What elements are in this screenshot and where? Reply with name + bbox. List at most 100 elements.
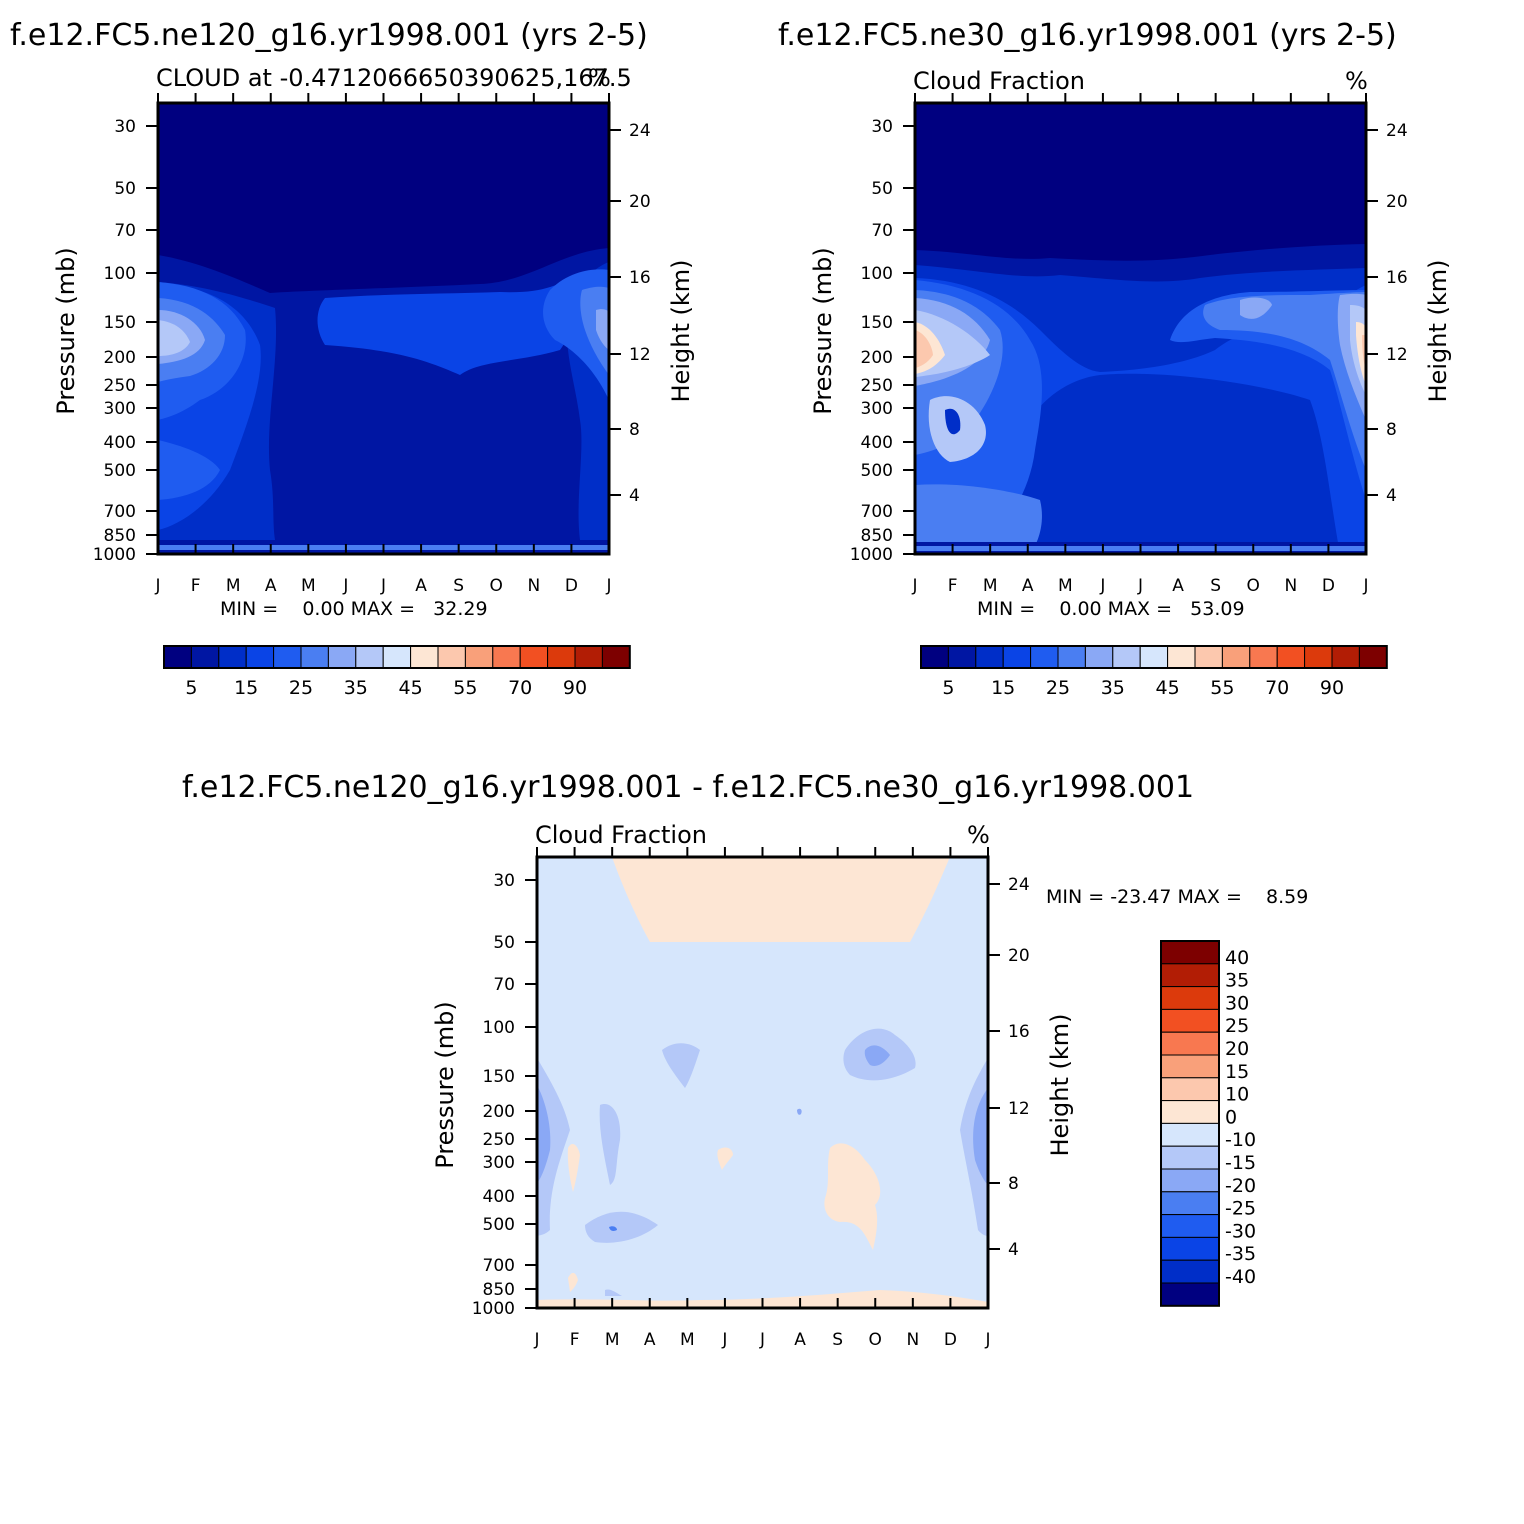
y-tick-label: 700 — [104, 502, 136, 522]
x-tick-label: A — [644, 1330, 656, 1350]
colorbar-label: 5 — [942, 677, 954, 699]
colorbar-label: -15 — [1225, 1152, 1256, 1174]
x-tick-label: M — [605, 1330, 620, 1350]
colorbar-swatch — [920, 645, 949, 669]
colorbar-swatch — [1160, 1077, 1220, 1102]
y-tick-label: 50 — [493, 933, 515, 953]
colorbar-swatch — [245, 645, 275, 669]
x-tick-label: F — [191, 576, 201, 596]
y-tick-label: 1000 — [850, 545, 893, 565]
panel-1: f.e12.FC5.ne120_g16.yr1998.001 (yrs 2-5)… — [10, 18, 695, 699]
colorbar-swatch — [437, 645, 466, 669]
y-right-tick-label: 4 — [1008, 1240, 1019, 1260]
panel-3-stats: MIN = -23.47 MAX = 8.59 — [1046, 886, 1308, 908]
x-tick-label: O — [490, 576, 503, 596]
y-right-tick-label: 12 — [1386, 345, 1408, 365]
colorbar-swatch — [1084, 645, 1114, 669]
panel-1-stats: MIN = 0.00 MAX = 32.29 — [220, 598, 488, 620]
y-tick-label: 700 — [861, 502, 893, 522]
colorbar-label: 55 — [453, 677, 477, 699]
colorbar-label: 5 — [185, 677, 197, 699]
colorbar-label: 15 — [1225, 1061, 1249, 1083]
colorbar-swatch — [327, 645, 357, 669]
colorbar-swatch — [163, 645, 192, 669]
y-right-tick-label: 4 — [629, 486, 640, 506]
y-right-tick-label: 24 — [1386, 121, 1408, 141]
x-tick-label: A — [794, 1330, 806, 1350]
x-tick-label: A — [1172, 576, 1184, 596]
colorbar-label: 15 — [991, 677, 1015, 699]
y-right-tick-label: 20 — [629, 192, 651, 212]
y-right-tick-label: 8 — [1386, 420, 1397, 440]
x-tick-label: O — [869, 1330, 882, 1350]
x-tick-label: A — [265, 576, 277, 596]
y-tick-label: 200 — [104, 348, 136, 368]
y-right-tick-label: 8 — [629, 420, 640, 440]
colorbar-label: 45 — [399, 677, 423, 699]
y-tick-label: 100 — [483, 1018, 515, 1038]
x-tick-label: M — [983, 576, 998, 596]
colorbar-swatch — [1249, 645, 1278, 669]
x-tick-label: O — [1247, 576, 1260, 596]
y-right-tick-label: 16 — [1386, 268, 1408, 288]
y-tick-label: 500 — [861, 461, 893, 481]
x-tick-label: J — [721, 1330, 727, 1350]
y-right-axis-label: Height (km) — [1424, 260, 1452, 403]
x-tick-label: F — [948, 576, 958, 596]
panel-3-subtitle: Cloud Fraction — [535, 821, 707, 849]
x-tick-label: J — [1099, 576, 1105, 596]
x-tick-label: M — [301, 576, 316, 596]
y-right-tick-label: 16 — [629, 268, 651, 288]
colorbar-swatch — [1160, 1214, 1220, 1238]
panel-1-colorbar: 5 15 25 35 45 55 70 90 — [163, 645, 631, 699]
x-tick-label: J — [911, 576, 917, 596]
panel-2-subtitle: Cloud Fraction — [913, 67, 1085, 95]
panel-3-axes: J F M A M J J A S O N D J 30 50 70 100 150 200 250 300 400 500… — [431, 847, 1074, 1350]
y-tick-label: 300 — [483, 1153, 515, 1173]
y-tick-label: 1000 — [472, 1299, 515, 1319]
panel-1-units: % — [588, 64, 611, 92]
colorbar-swatch — [410, 645, 439, 669]
colorbar-label: 40 — [1225, 947, 1249, 969]
panel-3: f.e12.FC5.ne120_g16.yr1998.001 - f.e12.F… — [182, 770, 1308, 1350]
y-tick-label: 50 — [114, 179, 136, 199]
panel-2-stats: MIN = 0.00 MAX = 53.09 — [977, 598, 1245, 620]
y-tick-label: 150 — [861, 313, 893, 333]
colorbar-swatch — [1160, 1168, 1220, 1193]
y-tick-label: 250 — [104, 376, 136, 396]
colorbar-swatch — [1160, 940, 1220, 965]
colorbar-swatch — [1139, 645, 1169, 669]
y-tick-label: 200 — [483, 1102, 515, 1122]
colorbar-swatch — [601, 645, 631, 669]
colorbar-swatch — [1160, 986, 1220, 1010]
colorbar-label: -30 — [1225, 1220, 1256, 1242]
x-tick-label: M — [1058, 576, 1073, 596]
colorbar-swatch — [574, 645, 603, 669]
y-right-axis-label: Height (km) — [1046, 1014, 1074, 1157]
y-tick-label: 150 — [483, 1067, 515, 1087]
x-tick-label: J — [984, 1330, 990, 1350]
y-axis-label: Pressure (mb) — [809, 247, 837, 414]
y-tick-label: 200 — [861, 348, 893, 368]
y-tick-label: 30 — [493, 871, 515, 891]
colorbar-label: -10 — [1225, 1129, 1256, 1151]
x-tick-label: S — [832, 1330, 843, 1350]
colorbar-label: 70 — [1265, 677, 1289, 699]
y-tick-label: 850 — [483, 1280, 515, 1300]
panel-2-colorbar: 5 15 25 35 45 55 70 90 — [920, 645, 1388, 699]
x-tick-label: J — [342, 576, 348, 596]
y-tick-label: 30 — [114, 117, 136, 137]
colorbar-label: -40 — [1225, 1266, 1256, 1288]
y-tick-label: 70 — [871, 221, 893, 241]
y-tick-label: 500 — [483, 1215, 515, 1235]
y-tick-label: 70 — [114, 221, 136, 241]
colorbar-label: 90 — [1320, 677, 1344, 699]
panel-1-title: f.e12.FC5.ne120_g16.yr1998.001 (yrs 2-5) — [10, 18, 648, 53]
colorbar-label: 20 — [1225, 1038, 1249, 1060]
y-tick-label: 50 — [871, 179, 893, 199]
y-tick-label: 100 — [104, 264, 136, 284]
colorbar-swatch — [519, 645, 549, 669]
y-right-tick-label: 12 — [1008, 1099, 1030, 1119]
colorbar-label: 25 — [289, 677, 313, 699]
